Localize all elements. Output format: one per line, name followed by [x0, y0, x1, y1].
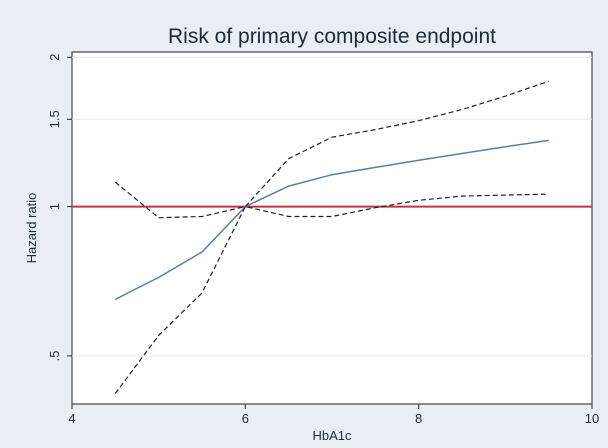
x-tick-label-0: 4	[68, 411, 75, 426]
x-tick-label-3: 10	[585, 411, 599, 426]
y-tick-label-3: 2	[47, 54, 62, 61]
y-tick-label-2: 1.5	[47, 110, 62, 128]
series-line-estimate	[114, 139, 549, 301]
y-tick-label-0: .5	[47, 351, 62, 362]
x-tick-label-1: 6	[242, 411, 249, 426]
axis-layer: .5 1 1.5 2 4 6 8 10	[47, 54, 599, 426]
series-line-upper	[114, 80, 549, 219]
y-axis-label: Hazard ratio	[24, 193, 39, 264]
x-tick-label-2: 8	[415, 411, 422, 426]
series-layer	[114, 80, 549, 394]
chart-title: Risk of primary composite endpoint	[168, 25, 496, 48]
series-line-lower	[114, 193, 549, 394]
x-axis-label: HbA1c	[312, 428, 352, 443]
plot-area	[71, 51, 593, 405]
y-tick-label-1: 1	[47, 203, 62, 210]
